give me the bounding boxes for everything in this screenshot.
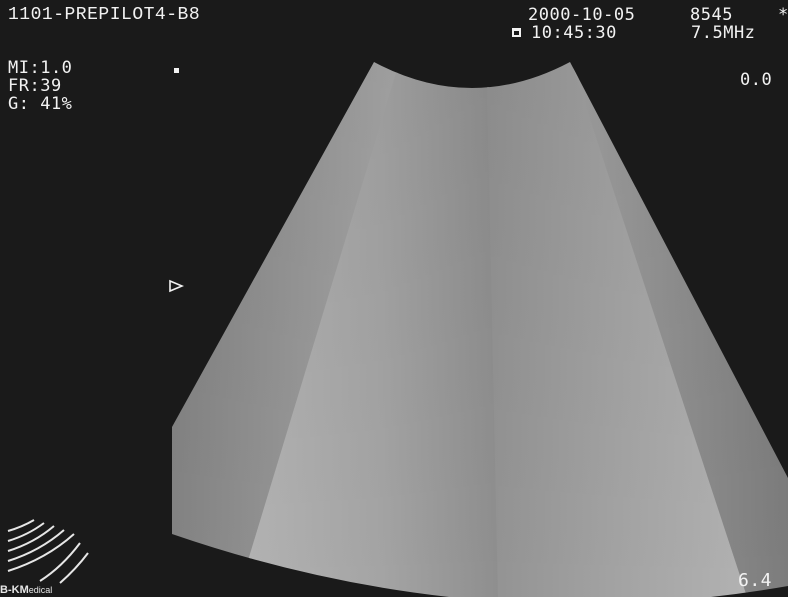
depth-scale-bottom: 6.4 (738, 570, 773, 591)
focus-marker-icon (169, 279, 184, 293)
probe-frequency: 7.5MHz (691, 23, 756, 43)
brand-logo: B-KMedical (0, 584, 53, 596)
clipboard-icon (512, 28, 521, 37)
mechanical-index: MI:1.0 (8, 58, 73, 78)
star-indicator: * (778, 5, 788, 25)
patient-id: 1101-PREPILOT4-B8 (8, 5, 201, 25)
frame-rate: FR:39 (8, 76, 62, 96)
depth-scale-top: 0.0 (740, 70, 773, 90)
image-number: 8545 (690, 5, 733, 25)
exam-time: 10:45:30 (531, 23, 617, 43)
orientation-dot (174, 68, 179, 73)
transducer-icon (7, 519, 89, 584)
time-row: 10:45:30 (512, 25, 617, 42)
exam-date: 2000-10-05 (528, 5, 636, 25)
gain: G: 41% (8, 94, 73, 114)
